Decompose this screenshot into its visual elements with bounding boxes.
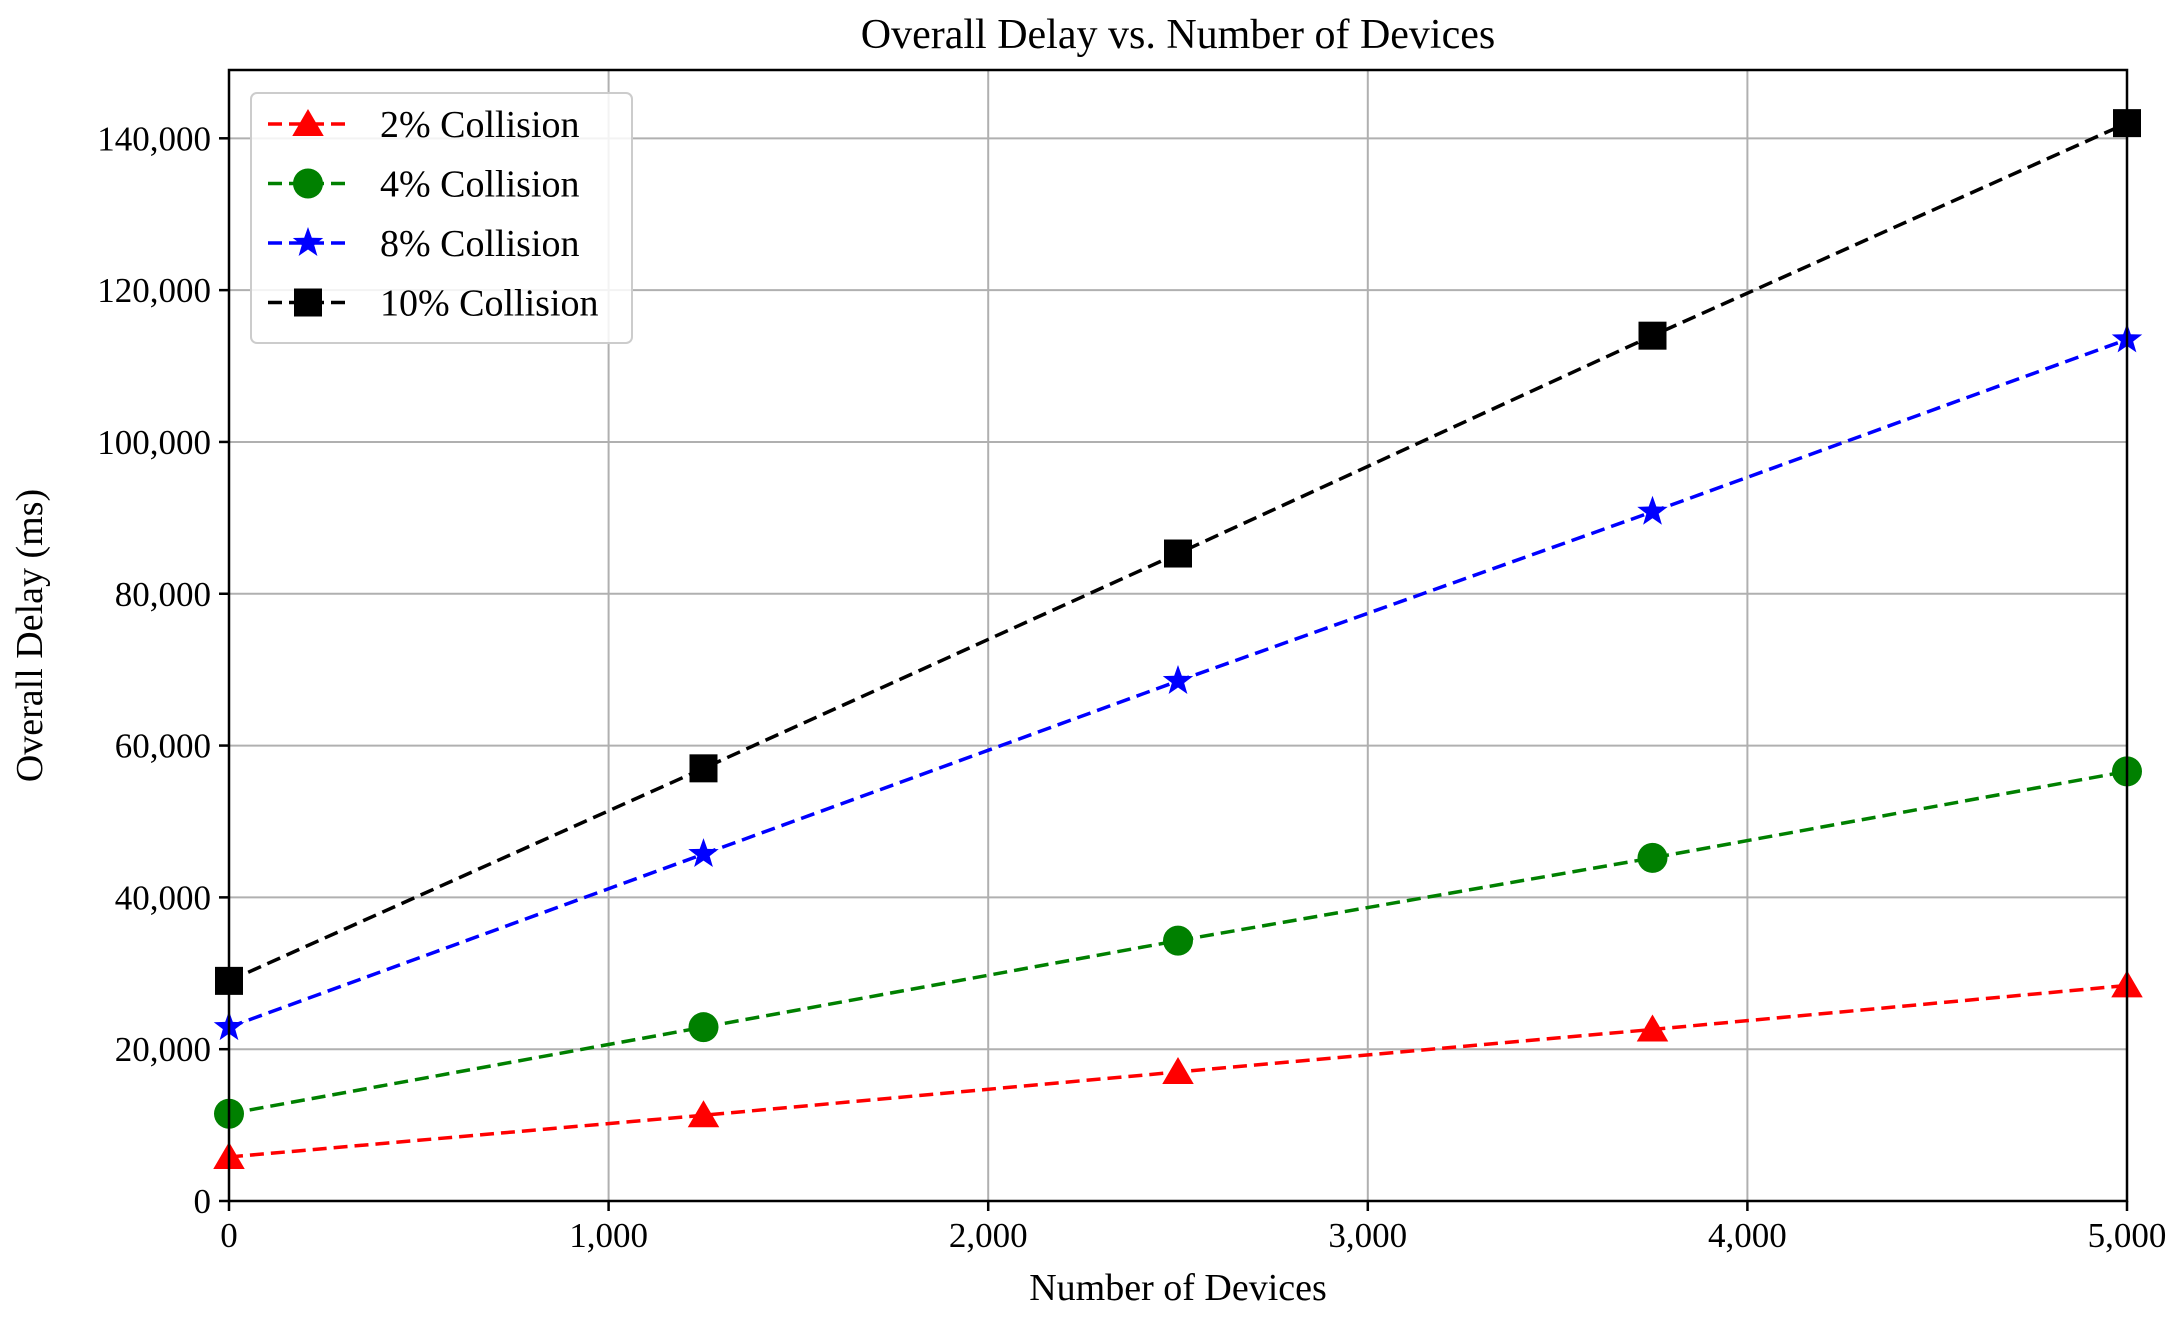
y-tick-label: 140,000 bbox=[97, 119, 211, 158]
y-tick-label: 40,000 bbox=[115, 878, 211, 917]
legend-label: 8% Collision bbox=[380, 223, 580, 265]
data-point-marker bbox=[689, 754, 718, 783]
legend: 2% Collision 4% Collision 8% Collision 10% … bbox=[250, 92, 633, 344]
x-tick-label: 4,000 bbox=[1708, 1216, 1787, 1255]
axis-ticks: 0 1,000 2,000 3,000 4,000 5,000 0 20,000 40,000 6… bbox=[97, 119, 2166, 1255]
data-point-marker bbox=[1162, 1056, 1194, 1084]
y-tick-label: 60,000 bbox=[115, 727, 211, 766]
legend-marker bbox=[292, 109, 324, 136]
y-tick-label: 100,000 bbox=[97, 423, 211, 462]
x-tick-label: 3,000 bbox=[1328, 1216, 1407, 1255]
legend-item: 10% Collision bbox=[268, 283, 599, 325]
data-point-marker bbox=[1637, 842, 1668, 873]
legend-label: 4% Collision bbox=[380, 164, 580, 206]
x-axis-label: Number of Devices bbox=[1029, 1267, 1327, 1309]
x-tick-label: 2,000 bbox=[949, 1216, 1028, 1255]
data-point-marker bbox=[1637, 495, 1668, 525]
legend-label: 2% Collision bbox=[380, 104, 580, 146]
chart-title: Overall Delay vs. Number of Devices bbox=[861, 12, 1495, 58]
y-tick-label: 80,000 bbox=[115, 575, 211, 614]
data-point-marker bbox=[1162, 665, 1194, 694]
y-tick-label: 120,000 bbox=[97, 271, 211, 310]
legend-item: 2% Collision bbox=[268, 104, 580, 146]
series-line bbox=[228, 769, 2128, 1116]
y-axis-label: Overall Delay (ms) bbox=[9, 489, 51, 782]
x-tick-label: 5,000 bbox=[2088, 1216, 2167, 1255]
series-1 bbox=[214, 756, 2142, 1129]
series-0 bbox=[213, 970, 2143, 1169]
plot-area-frame bbox=[227, 68, 2129, 1203]
legend-item: 4% Collision bbox=[268, 164, 580, 206]
legend-marker bbox=[293, 168, 323, 199]
plot-series bbox=[213, 109, 2143, 1169]
legend-marker bbox=[292, 227, 324, 256]
data-point-marker bbox=[688, 838, 719, 868]
x-tick-label: 1,000 bbox=[569, 1216, 648, 1255]
legend-box bbox=[250, 92, 633, 344]
data-point-marker bbox=[687, 1100, 720, 1128]
data-point-marker bbox=[688, 1012, 719, 1043]
data-point-marker bbox=[1636, 1014, 1669, 1042]
legend-label: 10% Collision bbox=[380, 283, 599, 325]
data-point-marker bbox=[1164, 539, 1192, 568]
x-tick-label: 0 bbox=[220, 1216, 238, 1255]
legend-marker bbox=[294, 288, 322, 317]
y-tick-label: 0 bbox=[194, 1182, 212, 1221]
data-point-marker bbox=[1638, 321, 1667, 350]
data-point-marker bbox=[1163, 925, 1193, 956]
legend-item: 8% Collision bbox=[268, 223, 580, 265]
y-tick-label: 20,000 bbox=[115, 1030, 211, 1069]
